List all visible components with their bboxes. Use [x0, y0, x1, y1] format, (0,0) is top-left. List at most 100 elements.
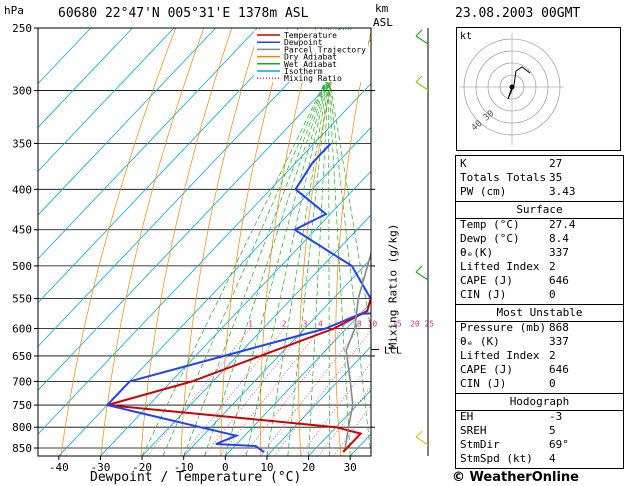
y-tick-label: 550 — [12, 293, 32, 306]
isotherm-line — [38, 28, 258, 260]
legend-label: Dewpoint — [284, 38, 323, 47]
isotherm-line — [38, 28, 341, 348]
isotherm-line — [38, 28, 216, 216]
wet-adiabat-line — [266, 28, 337, 456]
index-row: Totals Totals 35 — [460, 171, 563, 184]
wet-adiabat-line — [162, 28, 350, 456]
wet-adiabat-line — [320, 28, 371, 333]
y-tick-label: 800 — [12, 421, 32, 434]
legend-label: Mixing Ratio — [284, 74, 342, 83]
storm-motion-marker — [509, 84, 515, 90]
datetime-header: 23.08.2003 00GMT — [455, 6, 581, 21]
y-tick-label: 850 — [12, 442, 32, 455]
isotherm-line — [38, 82, 371, 435]
surface-row: Dewp (°C) 8.4 — [460, 232, 569, 245]
hodograph-row: StmDir 69° — [460, 438, 569, 451]
mixing-ratio-label: 2 — [282, 319, 287, 328]
copyright-symbol: © — [452, 470, 465, 485]
legend-label: Dry Adiabat — [284, 53, 337, 62]
isotherm-line — [141, 214, 371, 456]
surface-row: θₑ(K) 337 — [460, 246, 569, 259]
wind-barb — [415, 271, 429, 281]
series-line-parcel-trajectory — [344, 250, 371, 449]
wind-barb — [415, 35, 429, 45]
hpa-unit-label: hPa — [4, 4, 24, 17]
surface-section-title: Surface — [456, 201, 623, 219]
wet-adiabat-line — [325, 28, 351, 456]
station-header: 60680 22°47'N 005°31'E 1378m ASL — [58, 6, 309, 21]
x-axis-title: Dewpoint / Temperature (°C) — [90, 470, 302, 485]
y-tick-label: 650 — [12, 350, 32, 363]
surface-row: CAPE (J) 646 — [460, 274, 569, 287]
mixing-ratio-line — [260, 328, 360, 456]
mixing-ratio-line — [273, 329, 371, 456]
most-unstable-row: CIN (J) 0 — [460, 377, 556, 390]
isotherm-line — [38, 28, 133, 128]
hodograph-row: StmSpd (kt) 4 — [460, 452, 556, 465]
legend-label: Temperature — [284, 31, 337, 40]
isotherm-line — [38, 39, 371, 391]
isotherm-line — [183, 258, 371, 456]
isotherm-line — [225, 302, 371, 456]
dry-adiabat-line — [624, 28, 629, 456]
x-tick-label: -40 — [49, 461, 69, 474]
weatheronline-logo: © WeatherOnline — [452, 470, 579, 485]
series-line-temperature — [106, 291, 371, 453]
index-row: K 27 — [460, 157, 563, 170]
legend-label: Wet Adiabat — [284, 60, 337, 69]
isotherm-line — [100, 170, 371, 456]
hodograph-trace — [507, 66, 531, 100]
y-tick-label: 400 — [12, 183, 32, 196]
hodograph-row: EH -3 — [460, 410, 563, 423]
x-tick-label: 10 — [260, 461, 273, 474]
hodograph-section-title: Hodograph — [456, 393, 623, 411]
wet-adiabat-line — [141, 28, 352, 456]
y-tick-label: 600 — [12, 322, 32, 335]
mixing-ratio-label: 3 — [303, 319, 308, 328]
wind-barb-flag — [415, 265, 423, 273]
isotherm-line — [38, 28, 175, 172]
wind-barb-flag — [415, 430, 423, 438]
most-unstable-row: θₑ (K) 337 — [460, 335, 569, 348]
y-tick-label: 450 — [12, 224, 32, 237]
dry-adiabat-line — [60, 28, 177, 456]
mixing-ratio-label: 1 — [248, 319, 253, 328]
mixing-ratio-label: 10 — [368, 319, 378, 328]
dry-adiabat-line — [220, 28, 289, 456]
km-unit-label: km — [375, 2, 389, 15]
lcl-label: LCL — [384, 346, 402, 357]
asl-unit-label: ASL — [373, 16, 393, 29]
x-tick-label: 20 — [302, 461, 315, 474]
y-tick-label: 350 — [12, 137, 32, 150]
wet-adiabat-line — [323, 28, 371, 456]
surface-row: CIN (J) 0 — [460, 288, 556, 301]
wind-profile — [415, 28, 429, 456]
x-tick-label: -30 — [91, 461, 111, 474]
wind-barb — [415, 81, 429, 91]
hodograph-plot: kt 40 30 — [456, 27, 621, 151]
dry-adiabat-line — [335, 30, 371, 456]
wind-barb-flag — [415, 29, 423, 37]
mixing-ratio-label: 20 — [410, 319, 420, 328]
hodograph-unit-label: kt — [460, 31, 472, 42]
y-tick-label: 300 — [12, 85, 32, 98]
wet-adiabat-line — [204, 28, 345, 456]
dry-adiabat-line — [406, 28, 428, 456]
legend-label: Isotherm — [284, 67, 323, 76]
hodograph-row: SREH 5 — [460, 424, 556, 437]
dry-adiabat-line — [260, 28, 317, 456]
surface-row: Temp (°C) 27.4 — [460, 218, 576, 231]
wind-barb-flag — [415, 75, 423, 83]
most-unstable-row: CAPE (J) 646 — [460, 363, 569, 376]
surface-row: Lifted Index 2 — [460, 260, 556, 273]
series-line-dewpoint — [105, 142, 371, 453]
mixing-ratio-label: 15 — [392, 319, 402, 328]
mixing-ratio-label: 8 — [357, 319, 362, 328]
mixing-ratio-label: 4 — [318, 319, 323, 328]
wet-adiabat-line — [224, 28, 342, 456]
dry-adiabat-line — [140, 28, 233, 456]
isotherm-line — [38, 28, 300, 304]
y-tick-label: 250 — [12, 22, 32, 35]
